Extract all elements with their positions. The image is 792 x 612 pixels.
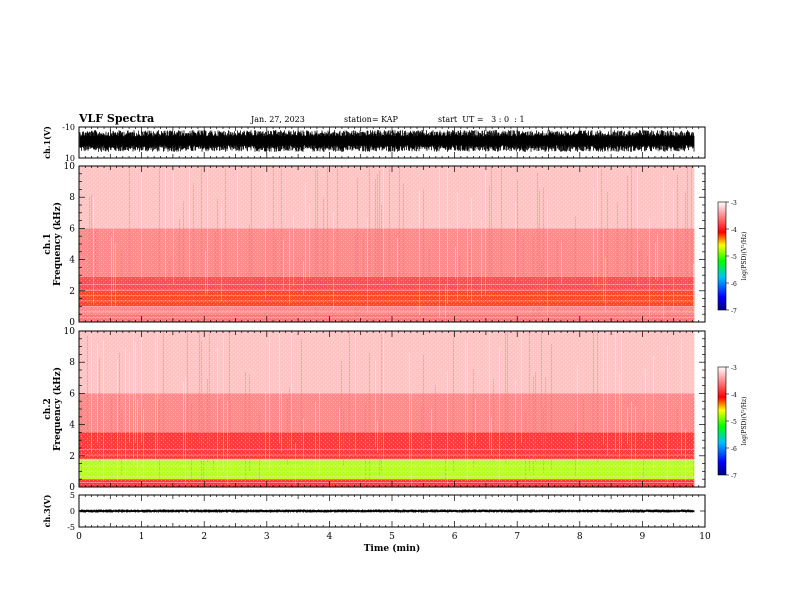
x-tick-label: 10	[699, 532, 711, 542]
waveform-trace	[79, 509, 695, 513]
x-axis-label: Time (min)	[364, 543, 421, 554]
colorbar-tick-label: -5	[731, 419, 737, 426]
colorbar-tick-label: -4	[731, 392, 737, 399]
x-tick-label: 3	[264, 532, 270, 542]
spectrogram-noise	[79, 331, 695, 487]
x-axis-panel-3	[78, 331, 706, 487]
y-axis-label: Frequency (kHz)	[52, 202, 63, 286]
x-axis-panel-4: 0 1 2 3 4 5 6 7 8 9 10 Time (min)	[76, 495, 711, 554]
y-tick-label: 10	[65, 154, 75, 163]
spectrogram-ch1	[79, 166, 695, 322]
date-label: Jan. 27, 2023	[251, 115, 305, 124]
colorbar-ch2: -3 -4 -5 -6 -7 log(PSD)(V²/Hz)	[717, 365, 748, 480]
x-tick-label: 1	[139, 532, 145, 542]
y-axis-label: ch.2	[43, 398, 53, 419]
x-tick-label: 5	[389, 532, 395, 542]
y-tick-label: 0	[69, 483, 75, 493]
y-axis-label: Frequency (kHz)	[52, 367, 63, 451]
start-time-label: start UT = 3 : 0 : 1	[438, 115, 525, 124]
y-tick-label: 8	[69, 193, 75, 203]
colorbar-tick-label: -6	[731, 446, 737, 453]
y-axis-label: ch.1	[43, 233, 53, 254]
y-tick-label: 4	[69, 421, 75, 431]
colorbar-tick-label: -3	[731, 365, 737, 372]
colorbar-gradient	[717, 366, 727, 476]
y-tick-label: 4	[69, 256, 75, 266]
colorbar-tick-label: -3	[731, 200, 737, 207]
x-tick-label: 8	[577, 532, 583, 542]
station-label: station= KAP	[344, 115, 398, 124]
spectrogram-ch2	[79, 331, 695, 487]
y-tick-label: 6	[69, 389, 75, 399]
colorbar-tick-label: -5	[731, 254, 737, 261]
x-tick-label: 6	[452, 532, 458, 542]
colorbar-tick-label: -7	[731, 473, 737, 480]
x-tick-label: 0	[76, 532, 82, 542]
x-tick-label: 2	[201, 532, 207, 542]
y-axis-label: ch.3(V)	[42, 494, 52, 527]
y-tick-label: -5	[67, 523, 75, 532]
y-tick-label: -10	[62, 123, 75, 132]
y-tick-label: 10	[64, 162, 76, 172]
chart-title: VLF Spectra	[79, 112, 155, 125]
colorbar-tick-label: -6	[731, 281, 737, 288]
x-axis-panel-1	[78, 127, 706, 158]
colorbar-label: log(PSD)(V²/Hz)	[741, 397, 748, 446]
x-tick-label: 9	[640, 532, 646, 542]
x-axis-panel-2	[78, 166, 706, 322]
y-tick-label: 0	[69, 318, 75, 328]
spectrogram-noise	[79, 166, 695, 322]
y-tick-label: 0	[70, 507, 75, 516]
y-tick-label: 6	[69, 224, 75, 234]
x-tick-label: 7	[514, 532, 520, 542]
y-tick-label: 2	[69, 452, 75, 462]
y-axis-label: ch.1(V)	[42, 126, 52, 159]
waveform-trace	[79, 130, 695, 152]
x-tick-label: 4	[327, 532, 333, 542]
y-tick-label: 8	[69, 358, 75, 368]
colorbar-ch1: -3 -4 -5 -6 -7 log(PSD)(V²/Hz)	[717, 200, 748, 315]
colorbar-label: log(PSD)(V²/Hz)	[741, 232, 748, 281]
y-tick-label: 2	[69, 287, 75, 297]
colorbar-gradient	[717, 201, 727, 311]
y-tick-label: 5	[70, 491, 75, 500]
colorbar-tick-label: -4	[731, 227, 737, 234]
colorbar-tick-label: -7	[731, 308, 737, 315]
y-tick-label: 10	[64, 327, 76, 337]
waveform-ch3: 5 0 -5 ch.3(V)	[42, 491, 705, 532]
